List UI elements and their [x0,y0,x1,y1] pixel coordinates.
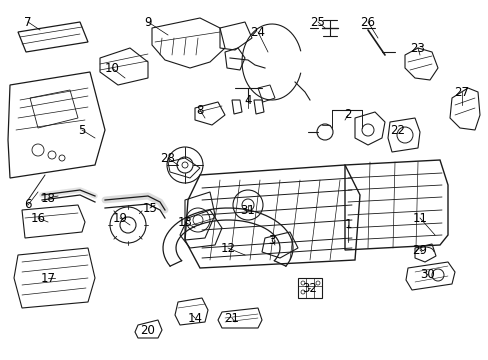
Text: 17: 17 [41,271,55,284]
Text: 10: 10 [104,62,119,75]
Text: 7: 7 [24,15,32,28]
Text: 15: 15 [142,202,157,215]
Text: 24: 24 [250,26,265,39]
Text: 21: 21 [224,311,239,324]
Text: 16: 16 [30,211,45,225]
Text: 19: 19 [112,211,127,225]
Text: 3: 3 [268,234,275,247]
Text: 29: 29 [412,243,427,256]
Text: 22: 22 [390,123,405,136]
Text: 13: 13 [177,216,192,229]
Text: 4: 4 [244,94,251,107]
Text: 9: 9 [144,15,151,28]
Text: 32: 32 [302,282,317,294]
Text: 23: 23 [410,41,425,54]
Text: 1: 1 [344,219,351,231]
Text: 20: 20 [140,324,155,337]
Text: 14: 14 [187,311,202,324]
Text: 30: 30 [420,269,434,282]
Text: 5: 5 [78,123,85,136]
Text: 18: 18 [41,192,55,204]
Text: 8: 8 [196,104,203,117]
Text: 2: 2 [344,108,351,122]
Text: 25: 25 [310,15,325,28]
Text: 26: 26 [360,15,375,28]
Text: 6: 6 [24,198,32,211]
Text: 27: 27 [453,85,468,99]
Text: 28: 28 [160,152,175,165]
Text: 12: 12 [220,242,235,255]
Text: 31: 31 [240,203,255,216]
Text: 11: 11 [412,211,427,225]
